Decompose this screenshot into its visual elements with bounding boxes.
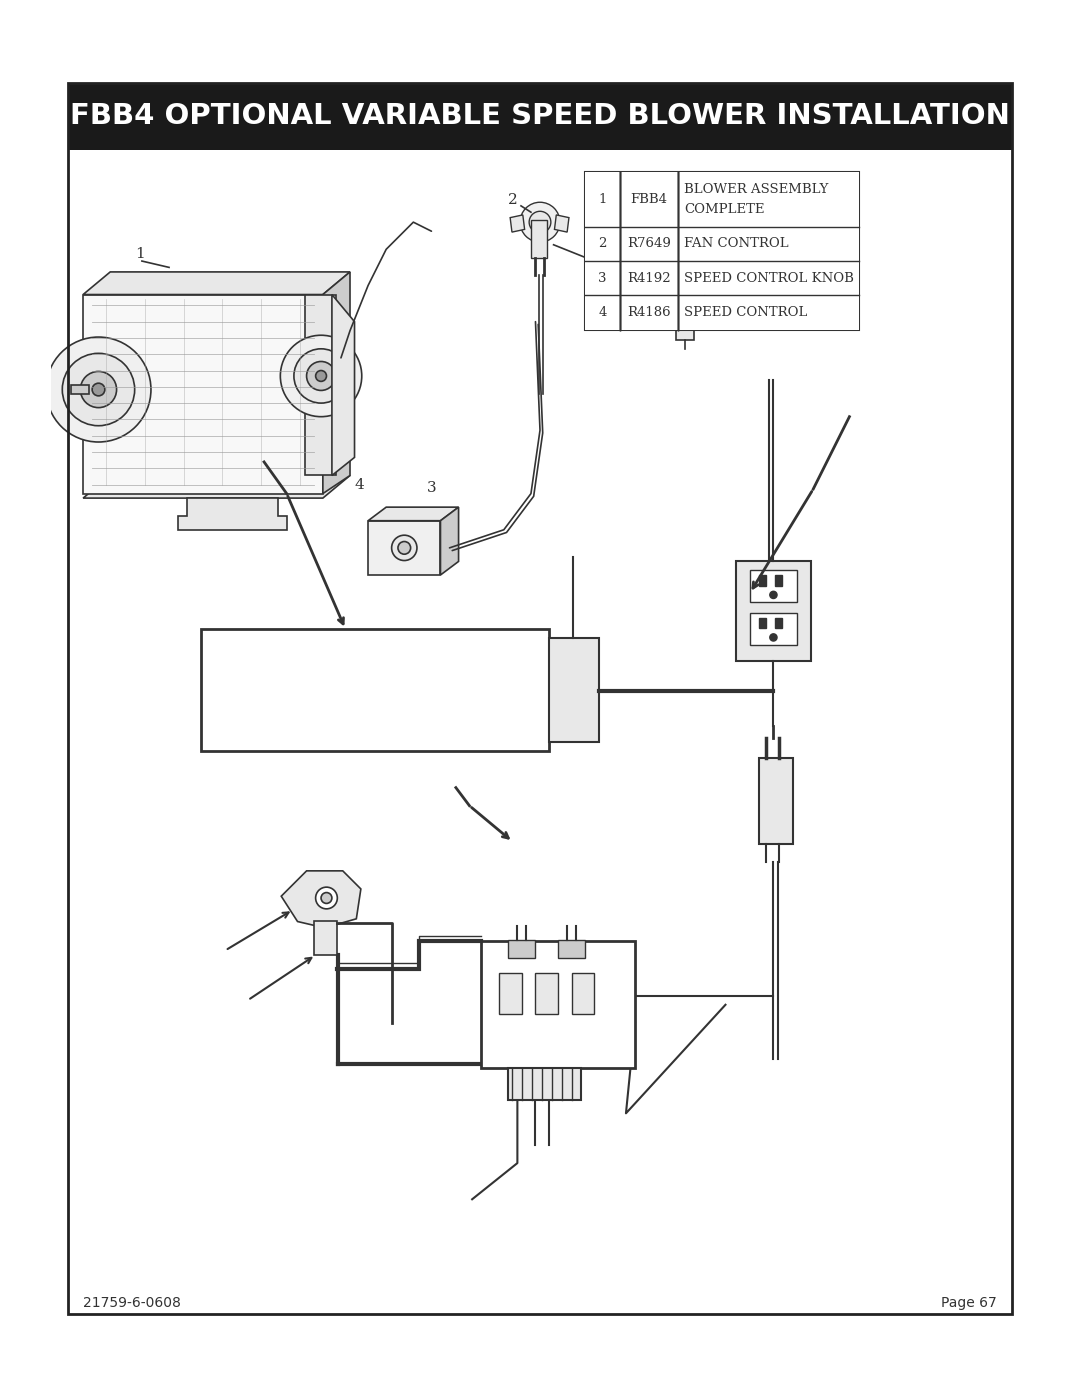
Circle shape [294,349,348,404]
Bar [71,386,90,394]
Bar [68,84,1012,149]
Bar [759,757,794,844]
Text: FAN CONTROL: FAN CONTROL [684,237,788,250]
Polygon shape [510,215,525,232]
Bar [571,974,594,1014]
Text: SPEED CONTROL KNOB: SPEED CONTROL KNOB [684,272,853,285]
Circle shape [397,542,410,555]
Text: R7649: R7649 [627,237,671,250]
Text: COMPLETE: COMPLETE [684,203,765,215]
Circle shape [315,370,326,381]
Circle shape [46,337,151,441]
Bar [750,613,797,644]
Polygon shape [441,507,459,576]
Circle shape [80,372,117,408]
Bar [737,562,810,661]
Bar [585,172,860,226]
Polygon shape [281,870,361,928]
Bar [499,974,522,1014]
Bar [536,974,558,1014]
Circle shape [315,887,337,909]
Text: 21759-6-0608: 21759-6-0608 [83,1296,181,1310]
Bar [531,221,548,258]
Polygon shape [83,272,350,295]
Text: 3: 3 [598,272,607,285]
Bar [368,521,441,576]
Circle shape [521,203,559,242]
Bar [585,172,860,330]
Text: 4: 4 [598,306,607,319]
Bar [314,921,337,956]
Circle shape [392,535,417,560]
Polygon shape [83,475,350,499]
Circle shape [307,362,336,390]
Text: 4: 4 [354,478,364,492]
Text: 3: 3 [427,481,436,495]
Polygon shape [323,272,350,493]
Bar [775,617,783,629]
Bar [201,629,549,752]
Bar [585,261,860,295]
Polygon shape [368,507,459,521]
Text: R4186: R4186 [627,306,671,319]
Text: BLOWER ASSEMBLY: BLOWER ASSEMBLY [684,183,828,196]
Circle shape [92,383,105,395]
Circle shape [281,335,362,416]
Bar [509,940,536,958]
Bar [482,942,635,1069]
Bar [549,638,598,742]
Polygon shape [305,295,337,475]
Circle shape [63,353,135,426]
Bar [775,576,783,585]
Bar [676,321,693,339]
Text: 1: 1 [598,193,607,205]
Bar [558,940,585,958]
Bar [585,226,860,261]
Circle shape [321,893,332,904]
Circle shape [770,634,777,641]
Circle shape [770,591,777,598]
Text: FBB4 OPTIONAL VARIABLE SPEED BLOWER INSTALLATION: FBB4 OPTIONAL VARIABLE SPEED BLOWER INST… [70,102,1010,130]
Bar [759,617,766,629]
Text: Page 67: Page 67 [941,1296,997,1310]
Polygon shape [178,499,286,529]
Text: SPEED CONTROL: SPEED CONTROL [684,306,807,319]
Bar [509,1069,581,1099]
Text: 1: 1 [135,247,145,261]
Bar [759,576,766,585]
Text: 2: 2 [508,193,517,207]
Bar [750,570,797,602]
Text: FBB4: FBB4 [631,193,667,205]
Polygon shape [332,295,354,475]
Polygon shape [554,215,569,232]
Bar [585,295,860,330]
Text: R4192: R4192 [627,272,671,285]
Polygon shape [83,295,323,493]
Text: 2: 2 [598,237,607,250]
Circle shape [529,211,551,233]
